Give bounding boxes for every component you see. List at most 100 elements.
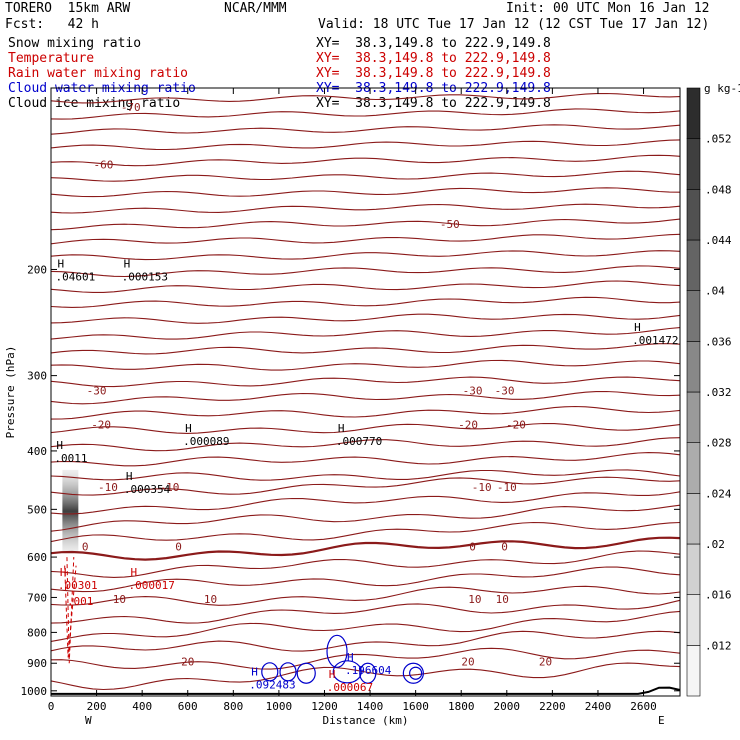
isotherm-line (50, 280, 681, 293)
x-tick-label: 2400 (585, 700, 612, 713)
isotherm-line (50, 108, 681, 120)
colorbar-bin (686, 442, 701, 494)
isotherm-line (50, 536, 681, 561)
x-tick-label: 0 (48, 700, 55, 713)
colorbar-bin (686, 189, 701, 241)
isotherm-line (50, 521, 681, 543)
isotherm-line (50, 566, 681, 593)
extremum-mark: H (126, 470, 133, 483)
isotherm-label: -30 (87, 385, 107, 398)
extremum-value: .000153 (122, 270, 168, 283)
y-tick-label: 900 (27, 657, 47, 670)
isotherm-line (50, 647, 681, 670)
isotherm-label: -50 (440, 218, 460, 231)
cloud-water-contour (326, 634, 348, 668)
extremum-mark: H (329, 668, 336, 681)
isotherm-line (50, 469, 681, 481)
isotherm-line (50, 610, 681, 642)
colorbar-bin (686, 543, 701, 595)
isotherm-line (50, 662, 681, 691)
y-tick-label: 200 (27, 263, 47, 276)
isotherm-label: -10 (472, 481, 492, 494)
extremum-mark: H (634, 321, 641, 334)
extremum-value: .196604 (345, 664, 392, 677)
cloud-water-contour (409, 666, 423, 680)
isotherm-label: -10 (160, 481, 180, 494)
isotherm-line (50, 599, 681, 624)
isotherm-label: 10 (468, 593, 481, 606)
cloud-water-contour (402, 662, 424, 684)
colorbar-bin (686, 594, 701, 646)
terrain-line (51, 686, 681, 695)
model-label: TORERO 15km ARW (5, 1, 131, 16)
isotherm-label: 10 (496, 593, 509, 606)
cloud-water-contour (296, 662, 316, 684)
colorbar-bin (686, 493, 701, 545)
isotherm-label: 0 (501, 541, 508, 554)
colorbar-label: .016 (705, 589, 732, 602)
isotherm-line (50, 390, 681, 405)
colorbar-label: .036 (705, 335, 732, 348)
extremum-mark: H (251, 665, 258, 678)
colorbar-bin (686, 138, 701, 190)
extremum-value: .000770 (336, 435, 382, 448)
colorbar-label: .044 (705, 234, 732, 247)
y-tick-label: 600 (27, 551, 47, 564)
isotherm-label: -10 (98, 481, 118, 494)
field-name: Snow mixing ratio (8, 36, 142, 51)
extremum-value: .04601 (56, 270, 96, 283)
y-tick-label: 400 (27, 445, 47, 458)
isotherm-line (50, 359, 681, 371)
field-xy: XY= 38.3,149.8 to 222.9,149.8 (316, 51, 551, 66)
isotherm-line (50, 170, 681, 182)
colorbar-bin (686, 290, 701, 342)
colorbar-unit: g kg-1 (704, 82, 740, 95)
x-tick-label: 1200 (311, 700, 338, 713)
isotherm-line (50, 437, 681, 452)
x-axis-label: Distance (km) (322, 714, 408, 727)
isotherm-line (50, 585, 681, 606)
isotherm-line (50, 550, 681, 578)
cloud-water-contour (359, 662, 377, 684)
extremum-value: .00301 (58, 579, 98, 592)
y-tick-label: 800 (27, 626, 47, 639)
isotherm-label: 0 (175, 541, 182, 554)
x-tick-label: 2000 (494, 700, 521, 713)
colorbar-bin (686, 341, 701, 393)
isotherm-line (50, 452, 681, 467)
colorbar-label: .024 (705, 487, 732, 500)
isotherm-line (50, 476, 681, 496)
x-tick-label: 600 (178, 700, 198, 713)
isotherm-label: -20 (458, 419, 478, 432)
isotherm-line (50, 250, 681, 261)
x-tick-label: 400 (132, 700, 152, 713)
isotherm-line (50, 218, 681, 231)
snow-shading (62, 469, 79, 553)
x-tick-label: 2200 (539, 700, 566, 713)
colorbar-label: .032 (705, 386, 732, 399)
field-name: Temperature (8, 51, 95, 66)
extremum-mark: H (185, 422, 192, 435)
isotherm-label: -70 (121, 101, 141, 114)
colorbar-label: .052 (705, 133, 732, 146)
init-label: Init: 00 UTC Mon 16 Jan 12 (506, 1, 710, 16)
colorbar-label: .02 (705, 538, 725, 551)
isotherm-label: 10 (113, 593, 126, 606)
y-tick-label: 700 (27, 591, 47, 604)
x-tick-label: 1600 (402, 700, 429, 713)
x-tick-label: 1800 (448, 700, 475, 713)
extremum-value: .000017 (128, 579, 174, 592)
isotherm-line (50, 313, 681, 324)
isotherm-label: 20 (461, 656, 474, 669)
extremum-mark: H (338, 422, 345, 435)
colorbar-label: .028 (705, 437, 732, 450)
isotherm-label: 20 (181, 656, 194, 669)
y-tick-label: 500 (27, 503, 47, 516)
isotherm-label: -60 (93, 158, 113, 171)
extremum-value: .000354 (124, 483, 171, 496)
west-end-label: W (85, 714, 92, 727)
isotherm-line (50, 327, 681, 340)
extremum-mark: H (58, 257, 65, 270)
isotherm-line (50, 203, 681, 214)
